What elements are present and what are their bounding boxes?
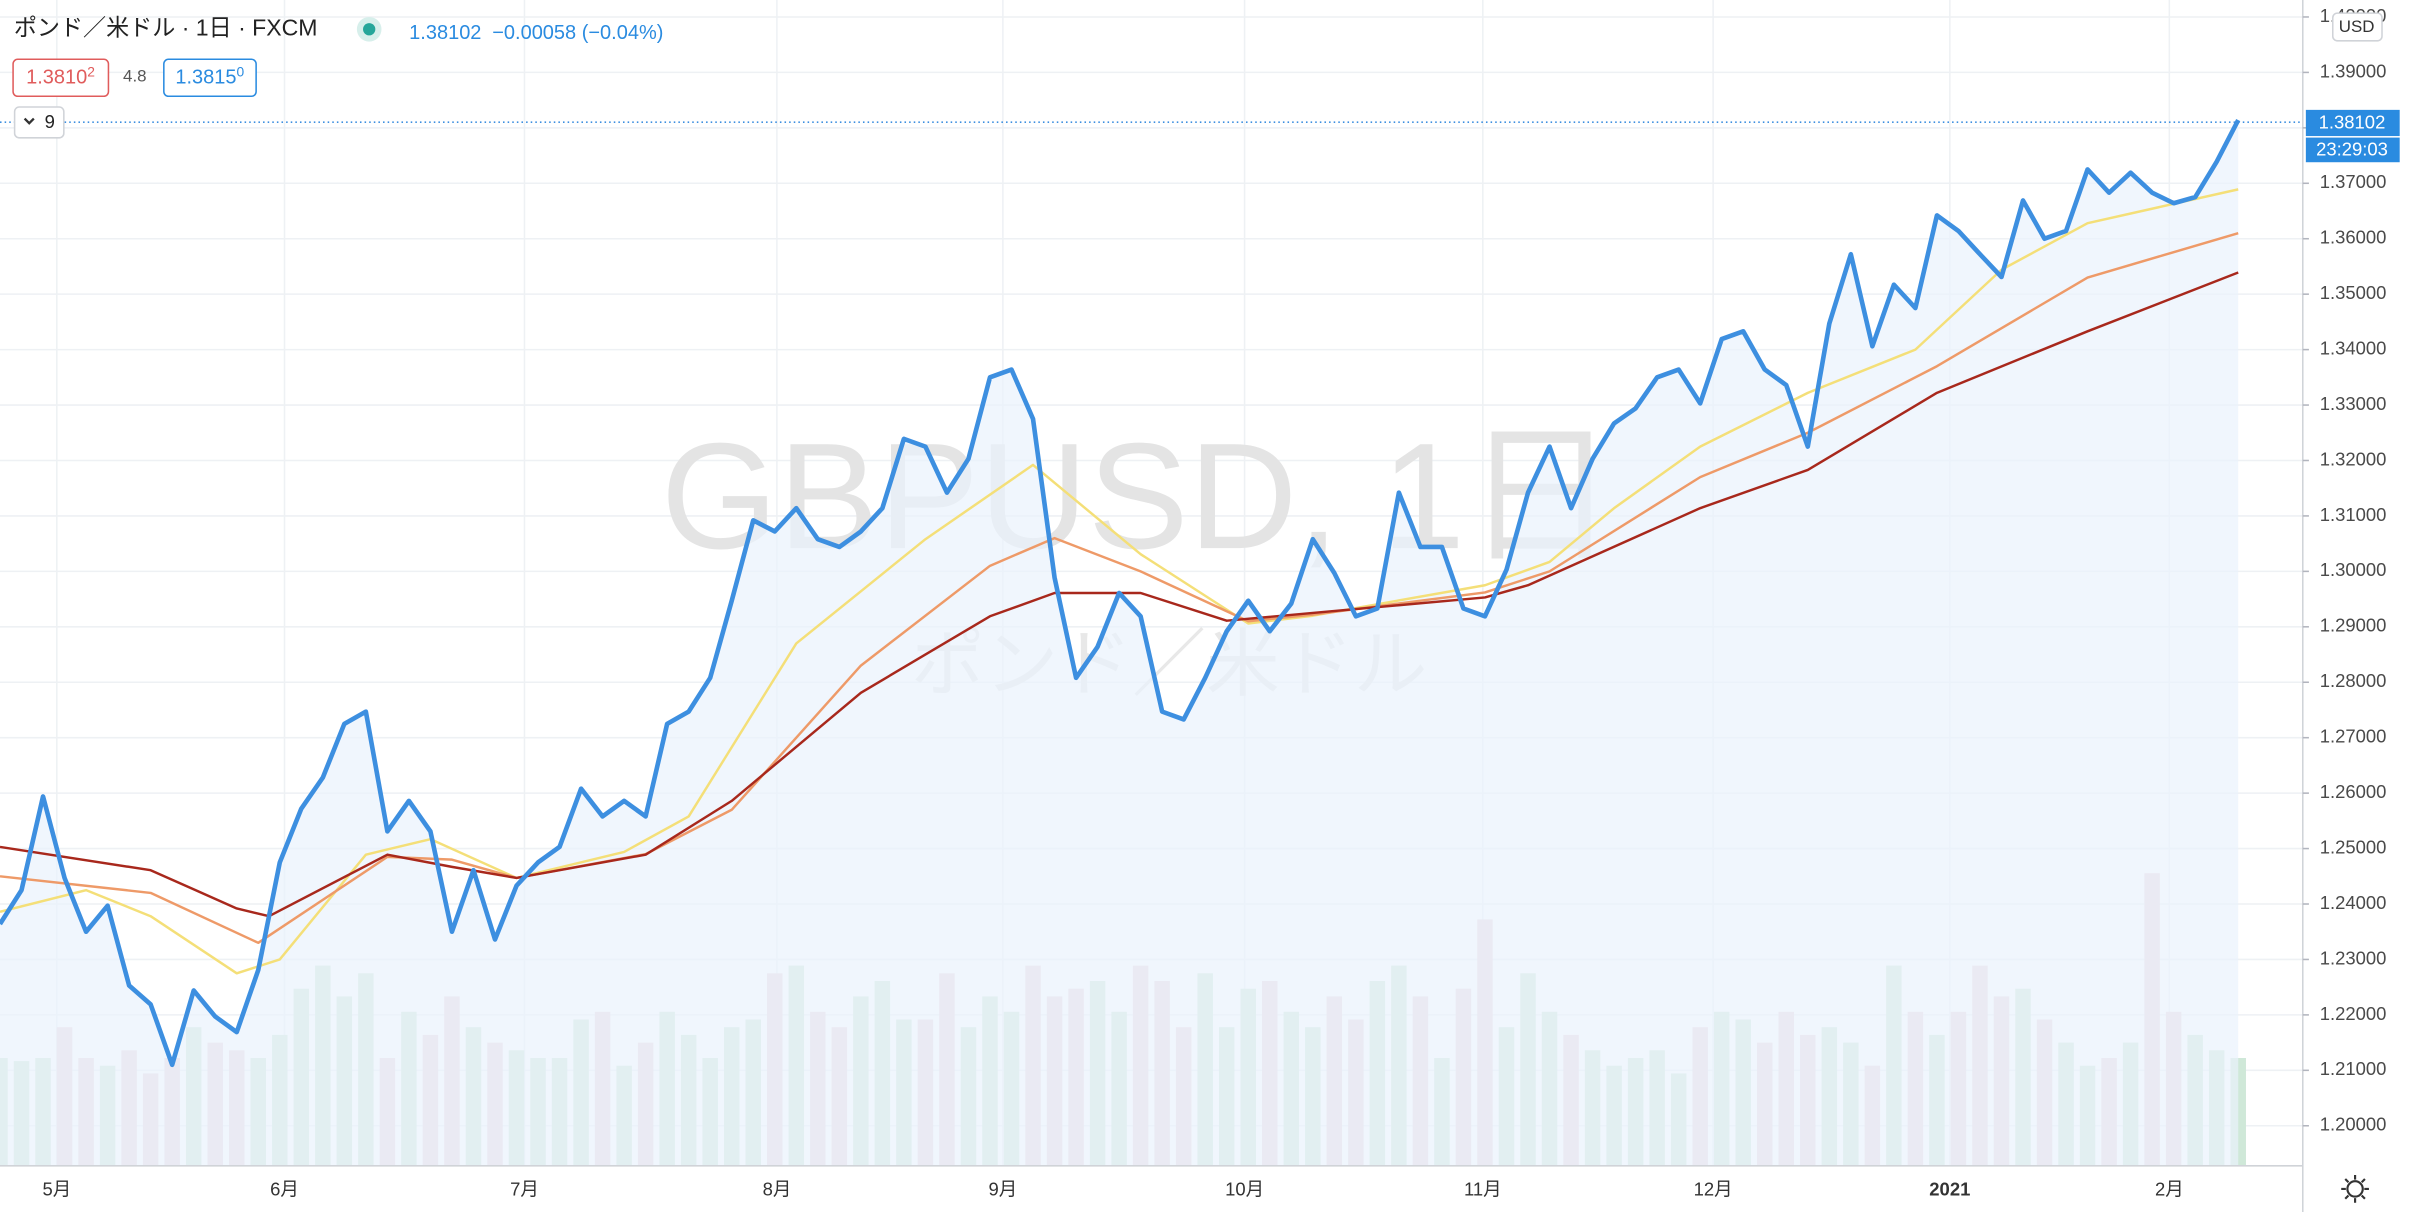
- moving-average-line: [0, 188, 2239, 975]
- price-area: [0, 120, 2239, 1166]
- y-tick-label: 1.34000: [2320, 337, 2387, 358]
- ask-box[interactable]: [163, 58, 257, 98]
- y-tick-label: 1.24000: [2320, 892, 2387, 913]
- x-tick-label: 2021: [1929, 1178, 1970, 1199]
- countdown-box: [2305, 137, 2400, 163]
- ask-price[interactable]: 1.38150: [175, 63, 244, 89]
- header-change: −0.00058 (−0.04%): [492, 22, 663, 44]
- price-line: [0, 119, 2241, 1068]
- settings-button[interactable]: [2341, 1175, 2369, 1203]
- gear-teeth: [2341, 1175, 2369, 1203]
- header-price: 1.38102: [409, 22, 481, 44]
- y-tick-label: 1.30000: [2320, 559, 2387, 580]
- x-tick-label: 9月: [989, 1178, 1018, 1199]
- y-tick-label: 1.39000: [2320, 60, 2387, 81]
- axes: 1.20000 1.21000 1.22000 1.23000 1.24000 1.250…: [42, 5, 2400, 1199]
- y-tick-label: 1.27000: [2320, 726, 2387, 747]
- x-tick-label: 7月: [510, 1178, 539, 1199]
- y-tick-label: 1.21000: [2320, 1058, 2387, 1079]
- x-tick-label: 10月: [1225, 1178, 1264, 1199]
- y-tick-label: 1.33000: [2320, 393, 2387, 414]
- y-tick-label: 1.37000: [2320, 171, 2387, 192]
- x-tick-label: 5月: [42, 1178, 71, 1199]
- indicator-count: 9: [45, 111, 55, 132]
- last-price-box: [2305, 109, 2400, 137]
- y-tick-label: 1.23000: [2320, 947, 2387, 968]
- chevron-icon: [23, 117, 35, 125]
- y-tick-label: 1.25000: [2320, 836, 2387, 857]
- y-tick-label: 1.36000: [2320, 227, 2387, 248]
- x-tick-label: 11月: [1464, 1178, 1502, 1199]
- spread: 4.8: [123, 66, 147, 85]
- y-tick-label: 1.28000: [2320, 670, 2387, 691]
- x-tick-label: 8月: [763, 1178, 792, 1199]
- y-tick-label: 1.20000: [2320, 1114, 2387, 1135]
- countdown-label: 23:29:03: [2316, 139, 2388, 160]
- x-tick-label: 12月: [1694, 1178, 1733, 1199]
- x-tick-label: 2月: [2155, 1178, 2184, 1199]
- ask-sup: 0: [236, 63, 244, 79]
- bid-sup: 2: [87, 63, 95, 79]
- bid-price[interactable]: 1.38102: [26, 63, 95, 89]
- currency-button[interactable]: [2332, 12, 2383, 42]
- currency-label: USD: [2339, 17, 2375, 36]
- symbol-title: ポンド／米ドル · 1日 · FXCM: [14, 14, 318, 40]
- ask-main: 1.3815: [175, 67, 236, 89]
- status-dot: [363, 23, 376, 36]
- plot: [0, 119, 2303, 1166]
- gear-icon: [2346, 1180, 2364, 1198]
- bid-main: 1.3810: [26, 67, 87, 89]
- moving-average-line: [0, 271, 2239, 918]
- y-tick-label: 1.35000: [2320, 282, 2387, 303]
- y-tick-label: 1.32000: [2320, 448, 2387, 469]
- indicator-toggle[interactable]: [13, 106, 65, 139]
- y-tick-label: 1.31000: [2320, 504, 2387, 525]
- x-tick-label: 6月: [270, 1178, 299, 1199]
- bid-box[interactable]: [12, 58, 110, 98]
- y-tick-label: 1.26000: [2320, 781, 2387, 802]
- y-tick-label: 1.29000: [2320, 615, 2387, 636]
- last-price-label: 1.38102: [2319, 112, 2386, 133]
- y-tick-label: 1.22000: [2320, 1003, 2387, 1024]
